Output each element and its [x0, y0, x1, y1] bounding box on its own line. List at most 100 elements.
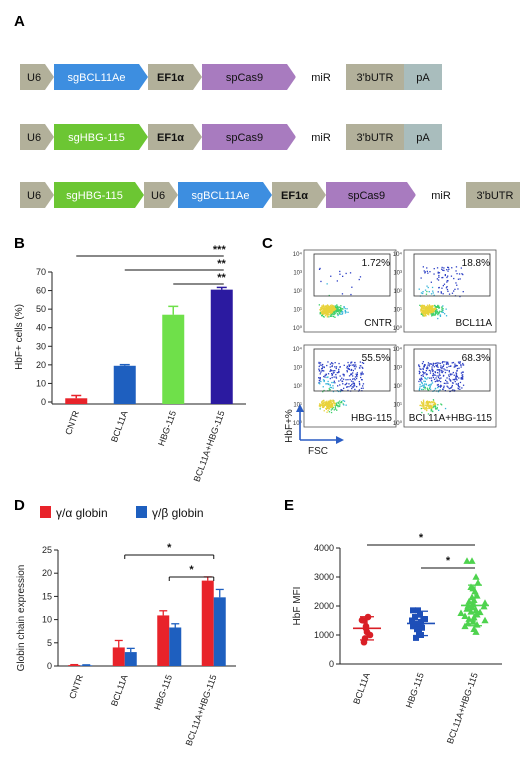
- facs-event: [326, 401, 328, 403]
- construct-label: U6: [27, 132, 41, 144]
- facs-event: [341, 313, 343, 315]
- category-label: BCL11A: [109, 673, 130, 707]
- facs-event: [437, 317, 439, 320]
- facs-event: [424, 313, 426, 316]
- facs-event: [326, 406, 328, 408]
- facs-event: [345, 383, 347, 385]
- facs-event: [327, 383, 330, 386]
- facs-event: [437, 304, 439, 307]
- point-triangle: [468, 557, 476, 564]
- facs-event: [334, 306, 336, 308]
- facs-event: [427, 404, 429, 407]
- y-tick-label: 30: [36, 341, 46, 351]
- facs-event: [458, 273, 461, 275]
- facs-event: [333, 376, 335, 378]
- facs-event: [436, 312, 438, 314]
- facs-event: [330, 305, 332, 307]
- facs-event: [331, 381, 333, 384]
- facs-event: [420, 305, 422, 307]
- facs-event: [439, 315, 442, 317]
- facs-event: [426, 304, 429, 306]
- facs-event: [319, 404, 321, 407]
- facs-event: [431, 406, 433, 409]
- facs-event: [461, 377, 464, 379]
- facs-event: [331, 400, 334, 402]
- facs-event: [334, 366, 336, 368]
- bar-gamma-beta: [80, 665, 93, 666]
- facs-event: [434, 405, 436, 408]
- construct-segment-promoter: [272, 182, 326, 208]
- facs-event: [319, 373, 321, 375]
- facs-event: [442, 308, 444, 310]
- facs-event: [422, 312, 424, 314]
- facs-event: [449, 390, 451, 393]
- facs-event: [424, 376, 426, 379]
- facs-event: [446, 377, 448, 379]
- facs-event: [329, 307, 332, 309]
- facs-event: [337, 406, 339, 408]
- facs-event: [432, 314, 434, 317]
- facs-event: [436, 406, 438, 409]
- facs-event: [327, 311, 329, 313]
- facs-event: [325, 404, 327, 406]
- facs-event: [346, 386, 348, 388]
- facs-event: [422, 361, 424, 363]
- panel-letter-d: D: [14, 497, 25, 514]
- facs-event: [444, 369, 446, 371]
- point-square: [410, 623, 416, 630]
- facs-event: [351, 286, 353, 288]
- facs-event: [427, 313, 429, 315]
- facs-y-title: HbF+%: [284, 409, 295, 443]
- facs-event: [419, 404, 421, 407]
- facs-event: [330, 312, 332, 314]
- facs-event: [334, 404, 336, 406]
- facs-event: [455, 376, 457, 378]
- point-circle: [358, 616, 366, 624]
- facs-event: [330, 315, 332, 317]
- y-tick-label: 20: [42, 568, 52, 578]
- facs-event: [429, 388, 432, 390]
- facs-event: [349, 272, 352, 274]
- facs-event: [349, 378, 351, 381]
- y-tick-label: 0: [41, 397, 46, 407]
- facs-event: [332, 390, 335, 393]
- facs-event: [323, 307, 325, 309]
- facs-event: [318, 361, 320, 364]
- facs-event: [422, 404, 424, 406]
- facs-event: [330, 404, 332, 406]
- facs-event: [353, 364, 355, 366]
- category-label: CNTR: [67, 673, 85, 700]
- facs-event: [360, 387, 363, 389]
- y-tick-label: 50: [36, 304, 46, 314]
- facs-event: [434, 387, 437, 390]
- facs-event: [362, 383, 365, 385]
- facs-event: [451, 373, 453, 375]
- facs-event: [327, 361, 329, 363]
- facs-event: [459, 361, 461, 363]
- facs-event: [428, 309, 430, 311]
- facs-event: [454, 363, 456, 365]
- facs-event: [337, 313, 339, 315]
- facs-event: [439, 386, 442, 388]
- facs-event: [334, 362, 336, 364]
- facs-event: [444, 313, 446, 315]
- facs-event: [325, 407, 327, 410]
- construct-segment-guide: [178, 182, 272, 208]
- facs-event: [320, 371, 322, 373]
- facs-event: [453, 366, 455, 368]
- facs-event: [352, 378, 354, 380]
- facs-event: [344, 384, 346, 386]
- facs-event: [342, 378, 345, 380]
- facs-event: [336, 308, 338, 311]
- facs-event: [422, 307, 425, 310]
- facs-event: [337, 390, 340, 393]
- facs-event: [435, 312, 437, 314]
- facs-event: [426, 387, 428, 389]
- facs-event: [425, 404, 427, 407]
- construct-label: 3'bUTR: [357, 132, 394, 144]
- facs-event: [328, 316, 330, 318]
- facs-event: [422, 402, 424, 404]
- facs-frame: [303, 249, 397, 333]
- facs-event: [442, 293, 444, 295]
- y-tick-label: 4000: [314, 543, 334, 553]
